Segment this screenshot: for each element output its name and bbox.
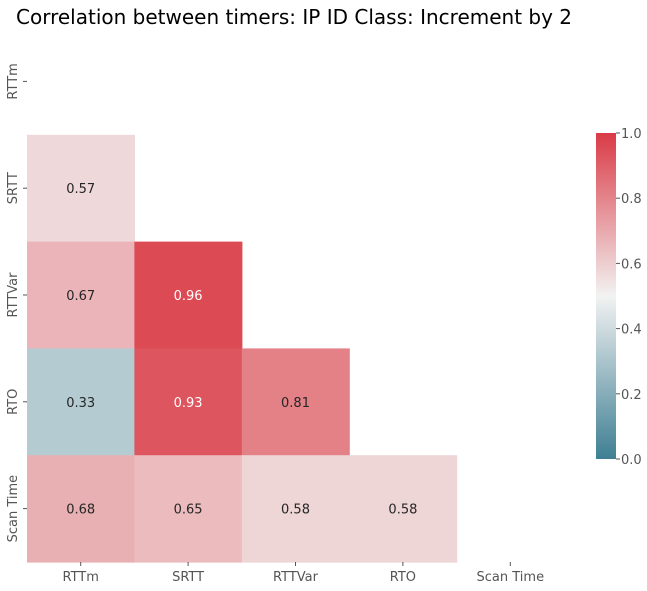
heatmap-value-label-2-1: 0.96: [174, 289, 203, 304]
heatmap-cell-4-0: [27, 455, 135, 563]
colorbar-ticks: 0.0 0.2 0.4 0.6 0.8 1.0: [616, 127, 642, 468]
y-tick-label-0: RTTm: [6, 63, 21, 99]
y-tick-label-4: Scan Time: [6, 475, 21, 543]
y-tick-label-1: SRTT: [6, 172, 21, 204]
heatmap-cell-2-1: [134, 241, 243, 349]
chart-title: Correlation between timers: IP ID Class:…: [16, 5, 572, 29]
x-tick-label-3: RTO: [390, 570, 416, 585]
y-tick-label-2: RTTVar: [6, 272, 21, 318]
colorbar-tick-label-4: 0.8: [621, 192, 642, 207]
heatmap-value-label-3-0: 0.33: [66, 396, 95, 411]
colorbar: 0.0 0.2 0.4 0.6 0.8 1.0: [596, 127, 642, 468]
heatmap-value-label-4-3: 0.58: [388, 503, 417, 518]
heatmap-value-label-4-1: 0.65: [174, 503, 203, 518]
colorbar-tick-label-2: 0.4: [621, 323, 642, 338]
heatmap-value-label-4-0: 0.68: [66, 503, 95, 518]
x-tick-label-2: RTTVar: [273, 570, 319, 585]
heatmap-value-label-3-1: 0.93: [174, 396, 203, 411]
heatmap-value-label-2-0: 0.67: [66, 289, 95, 304]
heatmap-cell-3-1: [134, 348, 243, 456]
heatmap-value-label-3-2: 0.81: [281, 396, 310, 411]
y-tick-label-3: RTO: [6, 389, 21, 415]
heatmap-cell-1-0: [27, 134, 135, 243]
colorbar-tick-label-1: 0.2: [621, 388, 642, 403]
colorbar-tick-label-5: 1.0: [621, 127, 642, 142]
heatmap-cell-2-0: [27, 241, 135, 349]
heatmap-cell-3-0: [27, 348, 135, 456]
colorbar-tick-label-3: 0.6: [621, 257, 642, 272]
heatmap-cell-3-2: [241, 348, 350, 456]
x-tick-label-4: Scan Time: [477, 570, 545, 585]
heatmap-value-label-4-2: 0.58: [281, 503, 310, 518]
x-tick-label-0: RTTm: [62, 570, 98, 585]
colorbar-gradient: [596, 133, 616, 459]
heatmap-cells: [27, 134, 458, 563]
heatmap-value-labels: 0.57 0.67 0.96 0.33 0.93 0.81 0.68 0.65 0.58 0.58: [66, 182, 417, 517]
x-tick-label-1: SRTT: [172, 570, 204, 585]
heatmap-cell-4-2: [241, 455, 350, 563]
x-axis-ticks: RTTm SRTT RTTVar RTO Scan Time: [62, 562, 544, 585]
heatmap-cell-4-1: [134, 455, 243, 563]
heatmap-cell-4-3: [349, 455, 458, 563]
heatmap-value-label-1-0: 0.57: [66, 182, 95, 197]
colorbar-tick-label-0: 0.0: [621, 453, 642, 468]
y-axis-ticks: RTTm SRTT RTTVar RTO Scan Time: [6, 63, 27, 542]
